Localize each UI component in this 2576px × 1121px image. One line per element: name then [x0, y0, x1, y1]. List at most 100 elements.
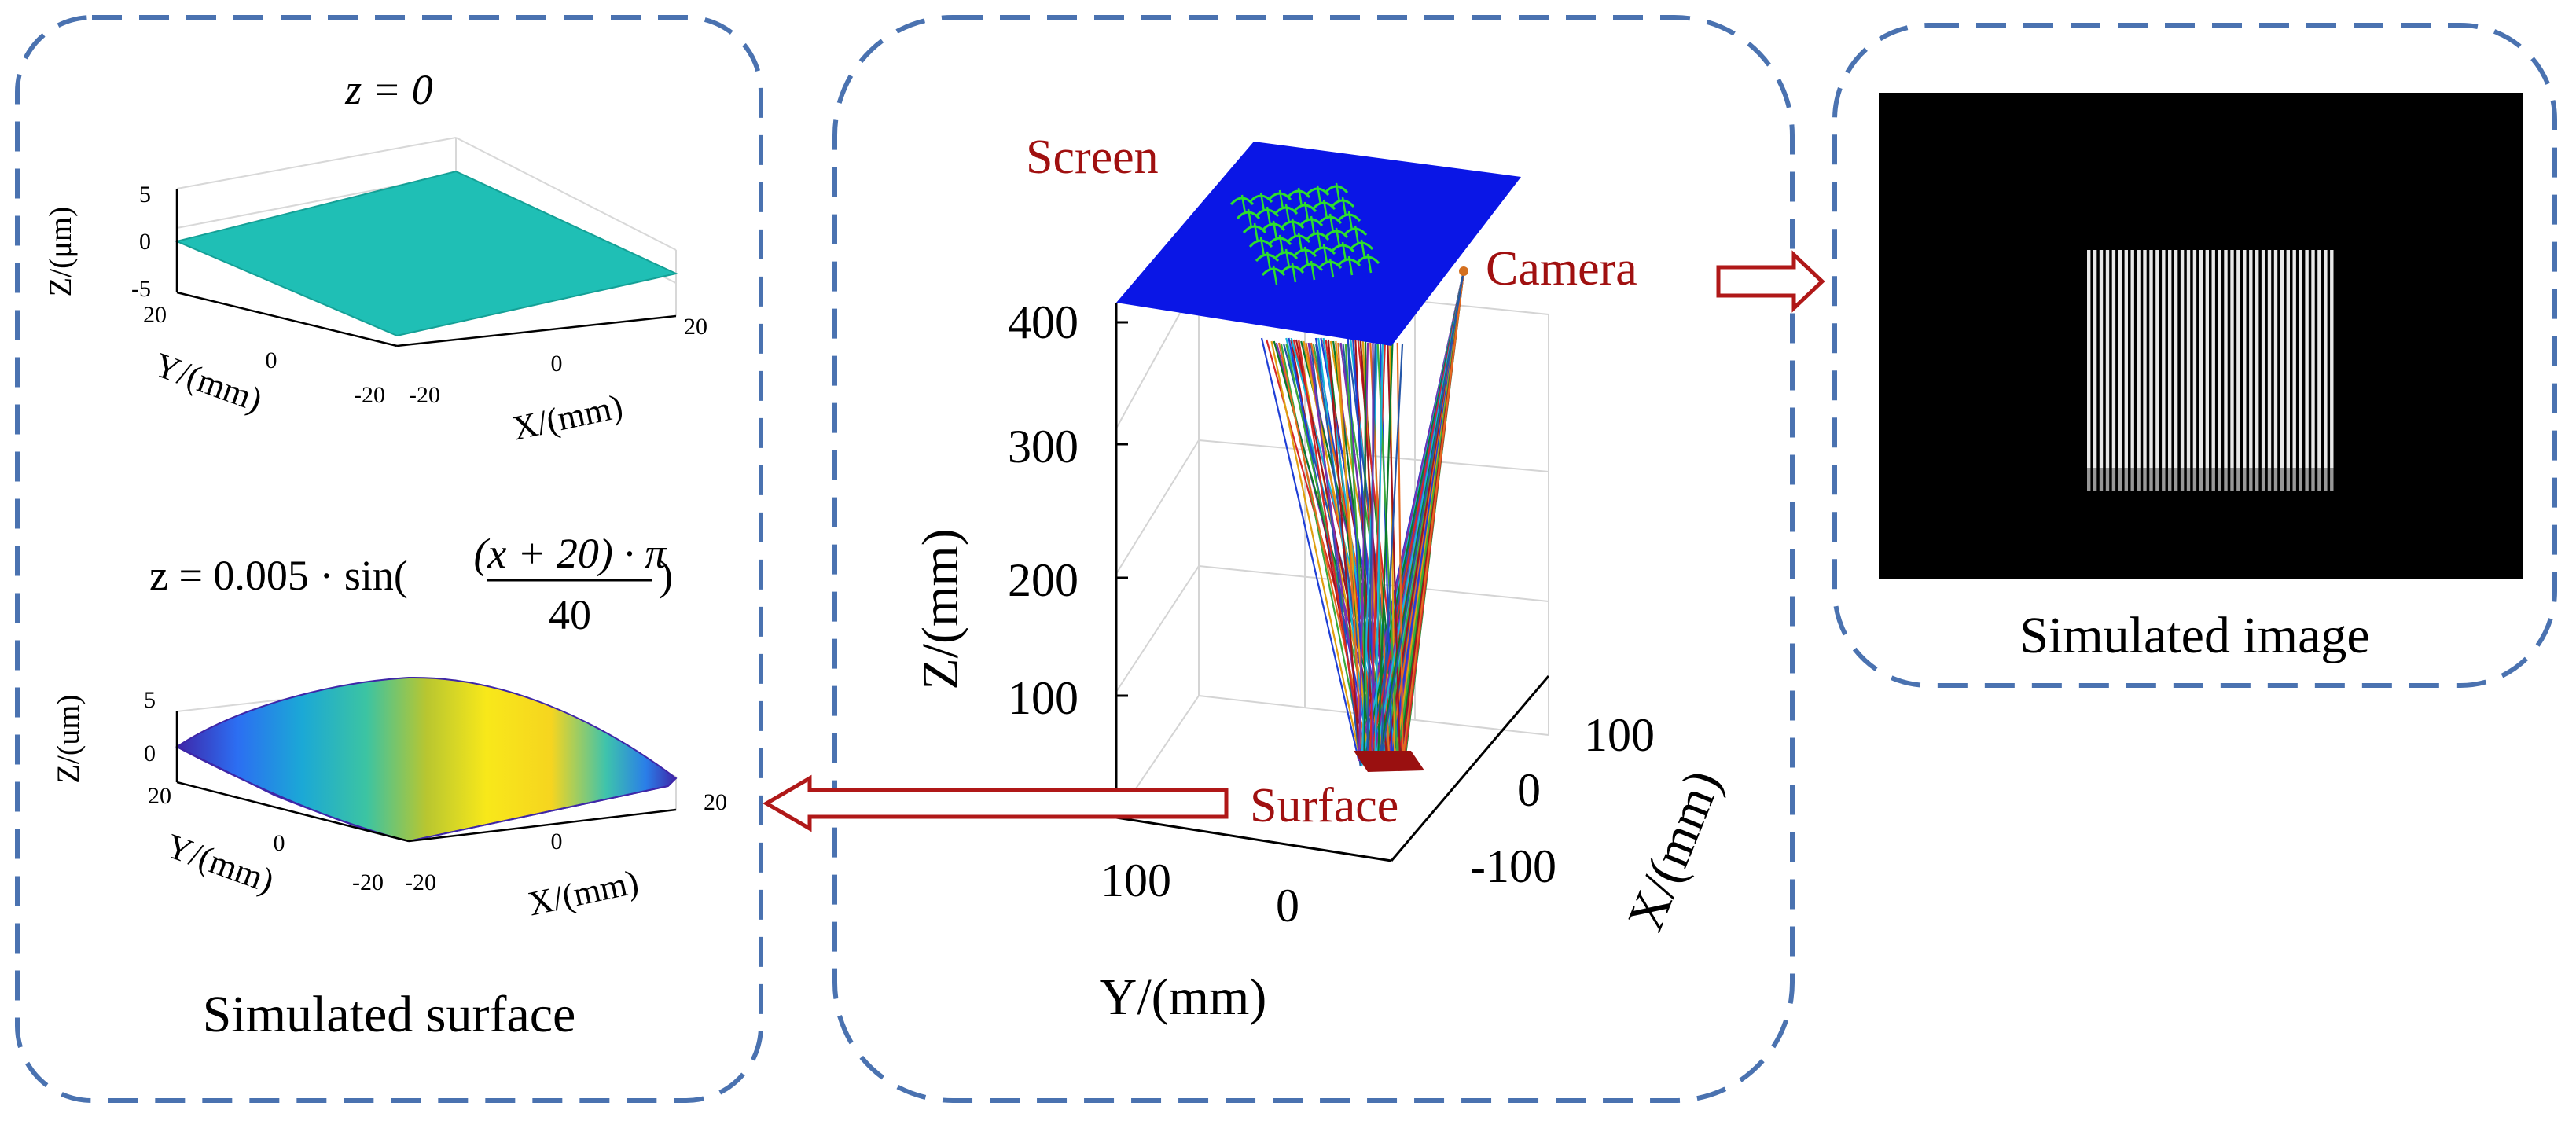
fringe-line: [2168, 250, 2172, 491]
incident-ray: [1335, 340, 1369, 764]
incident-ray: [1376, 340, 1394, 766]
pattern-stroke: [1291, 263, 1297, 283]
simulated-image: [1879, 93, 2523, 579]
fringe-line: [2174, 250, 2178, 491]
fringe-bottom-band: [2087, 468, 2336, 491]
plot1-y-tick-20: 20: [143, 302, 167, 328]
pattern-stroke: [1322, 244, 1328, 264]
plot2-y-tick-neg20: -20: [352, 869, 384, 895]
pattern-stroke: [1328, 258, 1335, 278]
center-panel-border: [832, 15, 1795, 1103]
arrow-camera-to-image: [1716, 250, 1825, 313]
plot1-x-tick-0: 0: [551, 351, 563, 377]
fringe-line: [2286, 250, 2290, 491]
center-y-tick-0: 0: [1276, 880, 1299, 932]
pattern-stroke: [1259, 237, 1266, 257]
fringe-line: [2137, 250, 2141, 491]
fringe-line: [2155, 250, 2159, 491]
fringe-line: [2324, 250, 2328, 491]
fringe-line: [2255, 250, 2259, 491]
center-y-axis-label: Y/(mm): [1100, 968, 1267, 1026]
pattern-stroke: [1316, 185, 1322, 205]
pattern-stroke: [1366, 253, 1373, 274]
center-z-tick-200: 200: [1008, 554, 1079, 606]
pattern-stroke: [1266, 206, 1272, 226]
pattern-stroke: [1284, 204, 1291, 224]
plot2-y-axis-label: Y/(mm): [161, 826, 279, 901]
pattern-stroke: [1303, 246, 1310, 266]
fringe-line: [2299, 250, 2302, 491]
fringe-line: [2205, 250, 2209, 491]
incident-ray: [1260, 337, 1360, 759]
fringe-line: [2087, 250, 2091, 491]
fringe-line: [2261, 250, 2265, 491]
center-x-tick-0: 0: [1517, 764, 1541, 816]
camera-label: Camera: [1486, 242, 1637, 296]
fringe-line: [2218, 250, 2221, 491]
fringe-line: [2093, 250, 2097, 491]
pattern-stroke: [1297, 232, 1303, 252]
center-z-tick-400: 400: [1008, 296, 1079, 348]
incident-ray: [1374, 337, 1384, 762]
pattern-stroke: [1278, 189, 1284, 210]
center-x-axis-label: X/(mm): [1616, 763, 1732, 939]
fringe-line: [2180, 250, 2185, 491]
surface-patch: [1354, 751, 1424, 772]
flat-surface-plane: [174, 170, 679, 337]
fringe-line: [2243, 250, 2247, 491]
pattern-stroke: [1310, 260, 1316, 281]
fringe-pattern: [2087, 250, 2336, 491]
center-z-tick-100: 100: [1008, 672, 1079, 724]
fringe-line: [2236, 250, 2240, 491]
pattern-stroke: [1272, 265, 1278, 285]
surface-label: Surface: [1250, 779, 1398, 832]
pattern-stroke: [1278, 234, 1284, 255]
screen-plane: [1116, 142, 1521, 346]
pattern-stroke: [1316, 230, 1322, 250]
pattern-stroke: [1259, 192, 1266, 212]
pattern-stroke: [1253, 222, 1259, 243]
fringe-line: [2267, 250, 2272, 491]
fringe-line: [2311, 250, 2315, 491]
fringe-line: [2199, 250, 2203, 491]
fringe-line: [2130, 250, 2134, 491]
pattern-stroke: [1347, 211, 1354, 231]
plot2-z-tick-5: 5: [144, 687, 156, 713]
plot-flat-surface: z = 0 5 0 -5 20 0 -20 -20 0 20: [42, 66, 707, 448]
fringe-line: [2305, 250, 2309, 491]
plot2-title-suffix: ): [659, 552, 673, 599]
center-x-tick-100: 100: [1584, 709, 1655, 761]
left-panel-border: [15, 15, 763, 1103]
plot1-y-axis-label: Y/(mm): [149, 345, 267, 420]
fringe-line: [2111, 250, 2116, 491]
right-panel-caption: Simulated image: [2019, 607, 2369, 664]
fringe-line: [2249, 250, 2253, 491]
fringe-line: [2118, 250, 2122, 491]
pattern-stroke: [1341, 241, 1347, 262]
incident-ray: [1337, 342, 1364, 764]
plot2-y-tick-20: 20: [148, 783, 171, 809]
plot2-y-tick-0: 0: [274, 830, 285, 856]
plot2-title-numerator: (x + 20) · π: [474, 530, 668, 577]
pattern-stroke: [1322, 199, 1328, 219]
pattern-stroke: [1240, 194, 1247, 215]
plot1-x-tick-20: 20: [684, 314, 707, 340]
pattern-stroke: [1310, 215, 1316, 236]
fringe-line: [2292, 250, 2296, 491]
fringe-line: [2224, 250, 2228, 491]
plot2-z-axis-label: Z/(um): [50, 694, 86, 783]
plot2-x-tick-neg20: -20: [405, 869, 436, 895]
pattern-stroke: [1328, 213, 1335, 233]
plot1-x-tick-neg20: -20: [409, 382, 440, 408]
pattern-stroke: [1291, 218, 1297, 238]
fringe-line: [2162, 250, 2166, 491]
pattern-stroke: [1297, 187, 1303, 208]
plot-sine-surface: z = 0.005 · sin( (x + 20) · π 40 ) 5 0 2…: [50, 530, 727, 924]
plot2-x-tick-0: 0: [551, 829, 563, 855]
right-panel-border: [1832, 23, 2557, 688]
pattern-stroke: [1335, 182, 1341, 203]
plot2-x-tick-20: 20: [704, 789, 727, 815]
center-z-axis-label: Z/(mm): [912, 528, 969, 689]
incident-ray: [1344, 344, 1372, 759]
